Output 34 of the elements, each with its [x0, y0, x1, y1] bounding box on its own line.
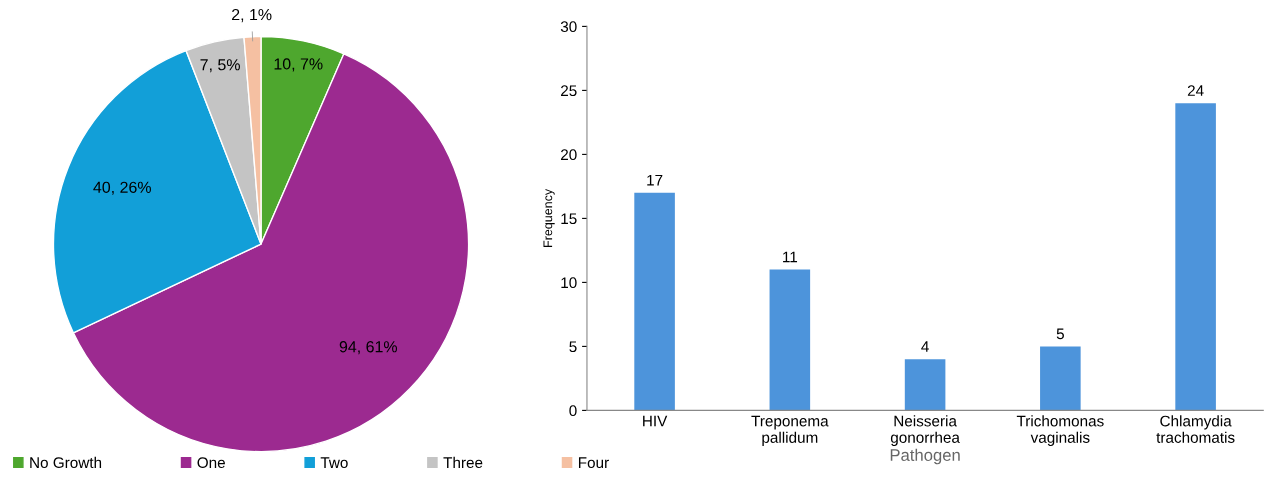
- x-tick-label: Chlamydia trachomatis: [1156, 415, 1235, 443]
- legend-label: Three: [443, 456, 483, 469]
- data-label: 5: [1056, 328, 1064, 340]
- y-tick-label: 20: [561, 149, 577, 161]
- legend-label: One: [197, 457, 225, 469]
- bar: [634, 192, 675, 411]
- legend-label: Two: [320, 457, 348, 469]
- y-tick-label: 15: [561, 213, 577, 225]
- data-label: 24: [1187, 85, 1204, 96]
- data-label: 2, 1%: [232, 8, 272, 23]
- x-tick-label: Treponema pallidum: [751, 415, 829, 446]
- legend-label: No Growth: [30, 456, 102, 469]
- data-label: 17: [647, 174, 663, 186]
- data-label: 11: [783, 251, 798, 263]
- y-tick-label: 0: [569, 405, 577, 417]
- bar: [769, 269, 811, 411]
- data-label: 7, 5%: [200, 59, 240, 73]
- y-tick-label: 5: [569, 341, 577, 353]
- data-label: 4: [921, 341, 929, 352]
- bar: [1040, 346, 1081, 411]
- x-tick-label: HIV: [643, 415, 668, 427]
- y-tick-label: 10: [561, 277, 577, 289]
- y-tick-label: 30: [560, 21, 577, 33]
- data-label: 94, 61%: [339, 341, 398, 355]
- bar: [1175, 103, 1216, 411]
- bar: [904, 359, 946, 411]
- legend-label: Four: [578, 457, 609, 469]
- data-label: 40, 26%: [93, 181, 151, 195]
- x-axis-title: Pathogen: [890, 448, 960, 465]
- x-tick-label: Neisseria gonorrhea: [890, 415, 960, 446]
- data-label: 10, 7%: [274, 58, 323, 72]
- y-axis-title: Frequency: [543, 188, 555, 247]
- y-tick-label: 25: [561, 85, 577, 97]
- x-tick-label: Trichomonas vaginalis: [1016, 415, 1104, 446]
